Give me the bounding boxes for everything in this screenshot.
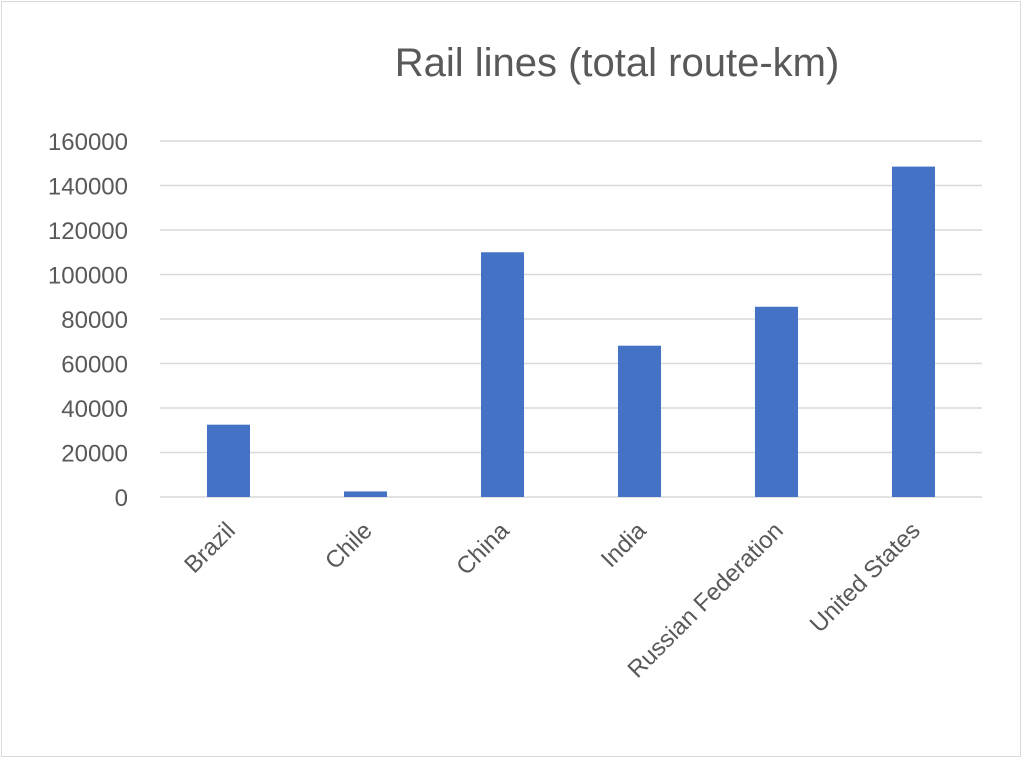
gridlines <box>160 140 982 498</box>
bar-russian-federation <box>755 306 798 497</box>
y-tick-label: 80000 <box>61 307 128 334</box>
x-category-label: Chile <box>320 517 378 575</box>
chart-title: Rail lines (total route-km) <box>395 41 840 85</box>
y-tick-label: 160000 <box>48 129 128 156</box>
y-tick-label: 20000 <box>61 441 128 468</box>
bar-india <box>618 345 661 497</box>
x-category-label: China <box>451 517 515 581</box>
y-tick-label: 60000 <box>61 352 128 379</box>
y-tick-label: 120000 <box>48 218 128 245</box>
x-category-label: United States <box>805 517 926 638</box>
y-axis-tick-labels: 0 20000 40000 60000 80000 100000 120000 140000 1… <box>48 129 128 512</box>
bar-chile <box>344 491 387 497</box>
bars <box>207 166 935 497</box>
x-category-label: Brazil <box>179 517 241 579</box>
bar-china <box>481 252 524 497</box>
y-tick-label: 140000 <box>48 174 128 201</box>
bar-brazil <box>207 424 250 497</box>
x-category-label: Russian Federation <box>622 517 788 683</box>
y-tick-label: 0 <box>115 485 128 512</box>
x-category-label: India <box>596 517 652 573</box>
y-tick-label: 100000 <box>48 263 128 290</box>
bar-united-states <box>892 166 935 497</box>
y-tick-label: 40000 <box>61 396 128 423</box>
